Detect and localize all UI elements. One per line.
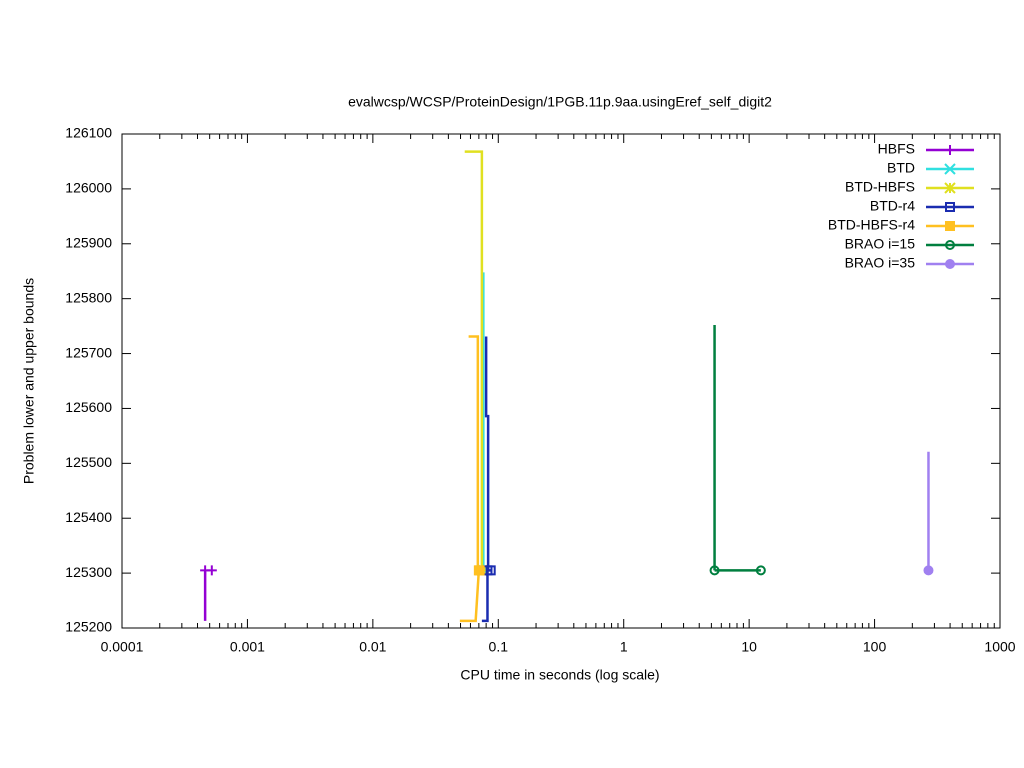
marker xyxy=(755,565,766,576)
y-tick-label: 125300 xyxy=(65,564,112,580)
y-tick-label: 125200 xyxy=(65,619,112,635)
y-tick-label: 125600 xyxy=(65,399,112,415)
x-tick-label: 0.0001 xyxy=(101,639,144,655)
plot-border xyxy=(121,133,1001,629)
x-tick-label: 100 xyxy=(863,639,887,655)
x-tick-label: 1 xyxy=(620,639,628,655)
y-tick-label: 125500 xyxy=(65,454,112,470)
marker-shape xyxy=(945,259,955,269)
marker xyxy=(206,565,217,576)
y-tick-label: 125700 xyxy=(65,344,112,360)
marker-stroke xyxy=(944,163,956,175)
x-tick-label: 0.01 xyxy=(359,639,386,655)
marker-shape xyxy=(485,565,496,576)
marker xyxy=(945,145,955,155)
legend-label: BTD-HBFS-r4 xyxy=(828,217,915,233)
marker xyxy=(923,565,934,576)
series-line xyxy=(481,336,491,623)
marker-shape xyxy=(945,240,955,250)
marker-shape xyxy=(709,565,720,576)
marker xyxy=(945,240,955,250)
legend-label: BRAO i=35 xyxy=(845,255,916,271)
marker xyxy=(485,565,496,576)
marker xyxy=(709,565,720,576)
marker xyxy=(945,202,955,212)
marker-shape xyxy=(923,565,934,576)
marker-shape xyxy=(474,565,485,576)
marker xyxy=(944,163,956,175)
y-tick-label: 125400 xyxy=(65,509,112,525)
y-tick-label: 125900 xyxy=(65,234,112,250)
x-tick-label: 10 xyxy=(741,639,757,655)
marker xyxy=(944,182,956,194)
marker xyxy=(945,221,955,231)
marker xyxy=(474,565,485,576)
y-tick-label: 125800 xyxy=(65,289,112,305)
marker-stroke xyxy=(944,182,956,194)
chart-title: evalwcsp/WCSP/ProteinDesign/1PGB.11p.9aa… xyxy=(348,94,772,110)
x-tick-label: 0.001 xyxy=(230,639,265,655)
marker-shape xyxy=(755,565,766,576)
legend-label: BTD-r4 xyxy=(870,198,915,214)
x-tick-label: 1000 xyxy=(984,639,1015,655)
x-axis-label: CPU time in seconds (log scale) xyxy=(460,667,659,683)
y-axis-label: Problem lower and upper bounds xyxy=(21,278,37,484)
series-line xyxy=(464,150,484,571)
marker xyxy=(945,259,955,269)
marker-shape xyxy=(945,202,955,212)
legend-label: BTD xyxy=(887,160,915,176)
y-tick-label: 126100 xyxy=(65,125,112,141)
marker-shape xyxy=(945,221,955,231)
x-tick-label: 0.1 xyxy=(489,639,509,655)
legend-label: HBFS xyxy=(878,141,915,157)
legend-label: BTD-HBFS xyxy=(845,179,915,195)
legend-label: BRAO i=15 xyxy=(845,236,916,252)
series-line xyxy=(713,325,761,572)
y-tick-label: 126000 xyxy=(65,180,112,196)
